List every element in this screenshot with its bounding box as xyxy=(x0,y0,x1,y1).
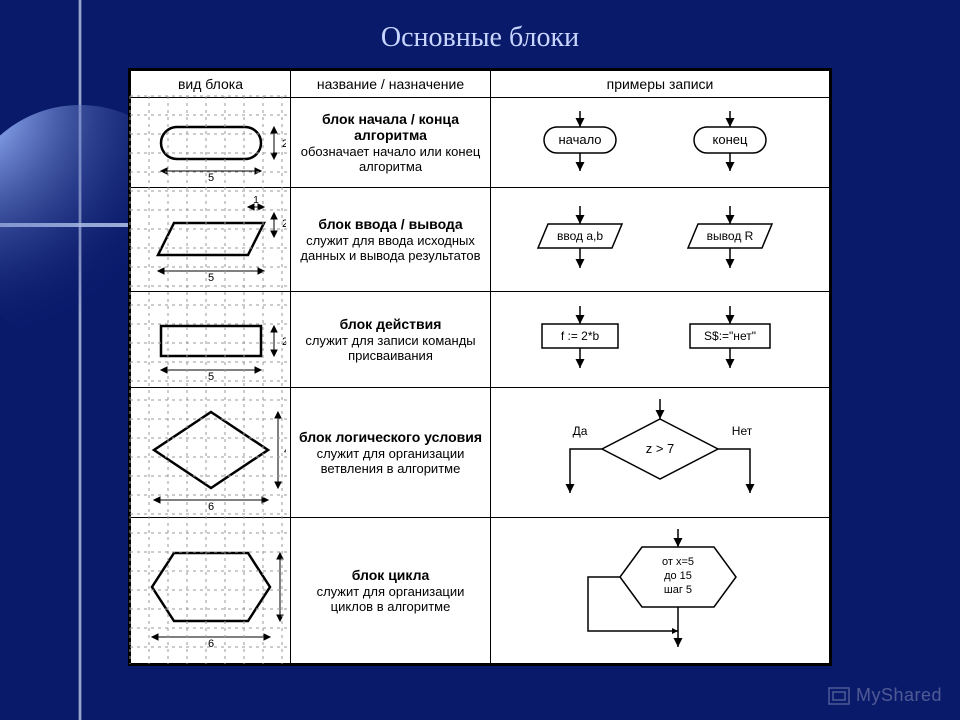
desc-decision: блок логического условия служит для орга… xyxy=(291,388,491,518)
desc-loop: блок цикла служит для организации циклов… xyxy=(291,518,491,664)
table-row: 6 4 блок логического условия служит для … xyxy=(131,388,830,518)
example-label-line2: до 15 xyxy=(664,570,692,582)
example-label: вывод R xyxy=(707,229,754,243)
example-io-icon: ввод a,b вывод R xyxy=(500,198,820,282)
branch-label-yes: Да xyxy=(573,424,588,438)
shape-process-icon: 5 2 xyxy=(136,298,286,382)
desc-terminator: блок начала / конца алгоритма обозначает… xyxy=(291,98,491,188)
examples-loop: от x=5 до 15 шаг 5 xyxy=(491,518,830,664)
block-title: блок логического условия xyxy=(297,429,484,445)
svg-text:4: 4 xyxy=(284,445,286,457)
block-table: вид блока название / назначение примеры … xyxy=(130,70,830,664)
shape-loop: 6 4 xyxy=(131,518,291,664)
shape-terminator-icon: 5 2 xyxy=(136,103,286,183)
table-header-row: вид блока название / назначение примеры … xyxy=(131,71,830,98)
examples-io: ввод a,b вывод R xyxy=(491,188,830,292)
block-body: служит для организации ветвления в алгор… xyxy=(297,447,484,477)
example-label: ввод a,b xyxy=(557,229,603,243)
shape-io-icon: 5 2 1 xyxy=(136,195,286,285)
example-label: f := 2*b xyxy=(561,329,600,343)
example-decision-icon: z > 7 Да Нет xyxy=(500,393,820,513)
svg-text:5: 5 xyxy=(207,272,213,284)
col-desc-header: название / назначение xyxy=(291,71,491,98)
branch-label-no: Нет xyxy=(732,424,753,438)
shape-loop-icon: 6 4 xyxy=(136,527,286,655)
example-label: конец xyxy=(713,132,748,147)
table-row: 5 2 1 блок ввода / вывода служит для вво… xyxy=(131,188,830,292)
block-body: обозначает начало или конец алгоритма xyxy=(297,145,484,175)
examples-decision: z > 7 Да Нет xyxy=(491,388,830,518)
block-title: блок цикла xyxy=(297,567,484,583)
watermark: MyShared xyxy=(828,685,942,706)
block-body: служит для организации циклов в алгоритм… xyxy=(297,585,484,615)
example-label: начало xyxy=(558,132,601,147)
svg-text:1: 1 xyxy=(253,195,259,206)
svg-text:6: 6 xyxy=(207,638,213,650)
watermark-logo-icon xyxy=(828,687,850,705)
shape-process: 5 2 xyxy=(131,292,291,388)
examples-process: f := 2*b S$:="нет" xyxy=(491,292,830,388)
example-label-line1: от x=5 xyxy=(662,556,694,568)
shape-io: 5 2 1 xyxy=(131,188,291,292)
shape-decision-icon: 6 4 xyxy=(136,394,286,512)
block-table-sheet: вид блока название / назначение примеры … xyxy=(128,68,832,666)
example-label: S$:="нет" xyxy=(704,329,756,343)
svg-text:6: 6 xyxy=(207,501,213,512)
desc-process: блок действия служит для записи команды … xyxy=(291,292,491,388)
block-title: блок действия xyxy=(297,316,484,332)
svg-text:2: 2 xyxy=(282,336,286,348)
example-loop-icon: от x=5 до 15 шаг 5 xyxy=(500,523,820,659)
block-body: служит для ввода исходных данных и вывод… xyxy=(297,234,484,264)
svg-text:5: 5 xyxy=(207,172,213,183)
example-terminator-icon: начало конец xyxy=(500,103,820,183)
example-label: z > 7 xyxy=(646,441,675,456)
block-title: блок начала / конца алгоритма xyxy=(297,111,484,143)
example-label-line3: шаг 5 xyxy=(664,584,692,596)
col-shape-header: вид блока xyxy=(131,71,291,98)
examples-terminator: начало конец xyxy=(491,98,830,188)
table-row: 5 2 блок действия служит для записи кома… xyxy=(131,292,830,388)
svg-text:2: 2 xyxy=(282,138,286,150)
block-title: блок ввода / вывода xyxy=(297,216,484,232)
shape-terminator: 5 2 xyxy=(131,98,291,188)
svg-text:5: 5 xyxy=(207,371,213,382)
table-row: 6 4 блок цикла служит для организации ци… xyxy=(131,518,830,664)
svg-text:2: 2 xyxy=(282,218,286,230)
example-process-icon: f := 2*b S$:="нет" xyxy=(500,298,820,382)
watermark-text: MyShared xyxy=(856,685,942,705)
shape-decision: 6 4 xyxy=(131,388,291,518)
col-examples-header: примеры записи xyxy=(491,71,830,98)
block-body: служит для записи команды присваивания xyxy=(297,334,484,364)
page-title: Основные блоки xyxy=(0,22,960,54)
table-row: 5 2 блок начала / конца алгоритма обозна… xyxy=(131,98,830,188)
desc-io: блок ввода / вывода служит для ввода исх… xyxy=(291,188,491,292)
